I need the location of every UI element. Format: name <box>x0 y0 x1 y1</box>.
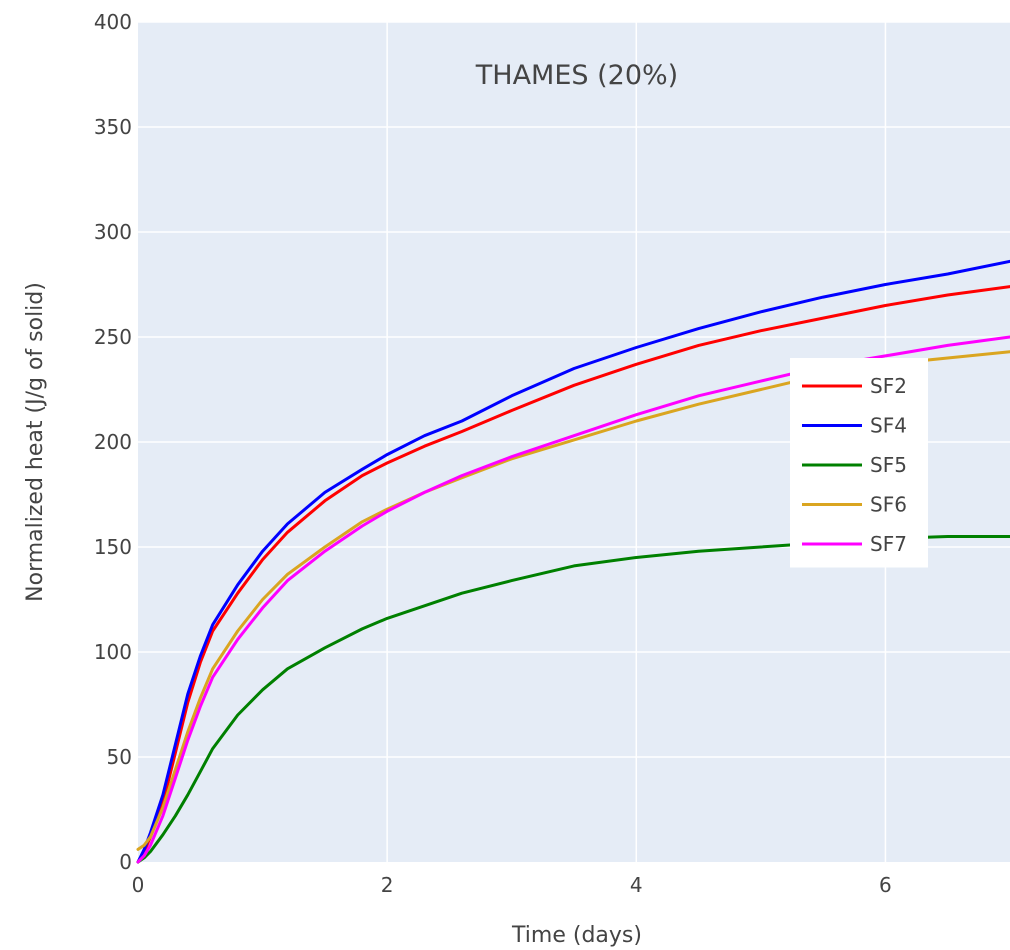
y-tick-label: 250 <box>94 325 132 349</box>
x-tick-label: 0 <box>132 873 145 897</box>
x-tick-label: 6 <box>879 873 892 897</box>
y-tick-label: 150 <box>94 535 132 559</box>
y-tick-label: 400 <box>94 10 132 34</box>
y-tick-label: 200 <box>94 430 132 454</box>
series-lines <box>136 259 1010 864</box>
y-axis-title: Normalized heat (J/g of solid) <box>23 282 48 602</box>
series-line-sf2 <box>136 285 1010 864</box>
legend-label-sf6: SF6 <box>870 493 907 517</box>
series-line-sf5 <box>136 535 1010 864</box>
legend-box <box>790 358 928 568</box>
legend-label-sf7: SF7 <box>870 532 907 556</box>
x-tick-label: 2 <box>381 873 394 897</box>
x-axis-title: Time (days) <box>511 923 642 948</box>
series-line-sf7 <box>136 335 1010 864</box>
tick-labels: 0 50 100 150 200 250 300 350 400 0 2 4 6 <box>94 10 892 897</box>
y-tick-label: 300 <box>94 220 132 244</box>
x-tick-label: 4 <box>630 873 643 897</box>
series-line-sf6 <box>136 350 1010 851</box>
legend-label-sf5: SF5 <box>870 453 907 477</box>
y-tick-label: 50 <box>107 745 132 769</box>
legend-label-sf2: SF2 <box>870 374 907 398</box>
chart-title: THAMES (20%) <box>475 60 678 91</box>
y-tick-label: 0 <box>119 850 132 874</box>
y-tick-label: 350 <box>94 115 132 139</box>
y-tick-label: 100 <box>94 640 132 664</box>
legend: SF2 SF4 SF5 SF6 SF7 <box>790 358 928 568</box>
series-line-sf4 <box>136 259 1010 864</box>
legend-label-sf4: SF4 <box>870 414 907 438</box>
